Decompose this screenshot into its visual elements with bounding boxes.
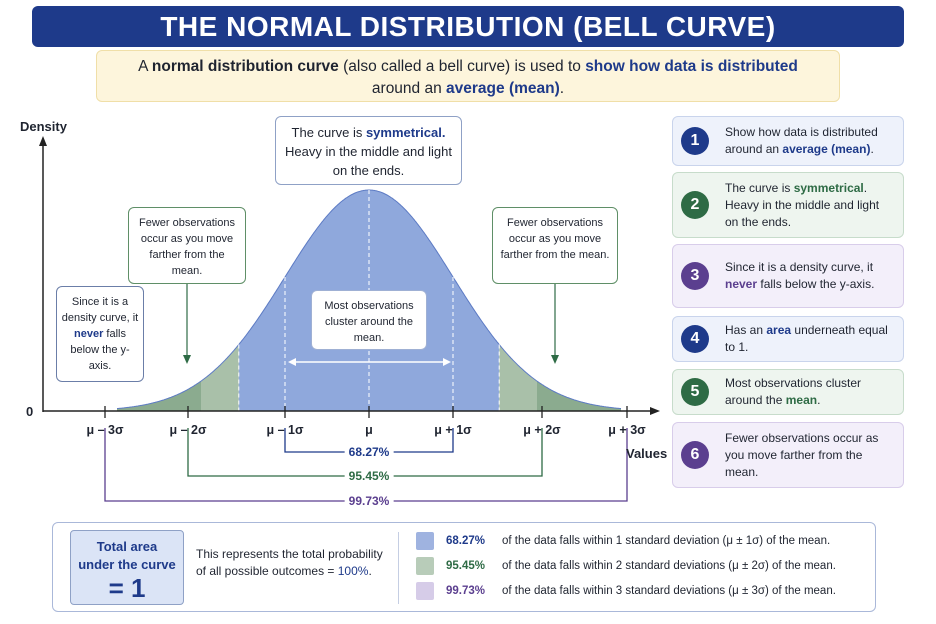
summary-divider xyxy=(398,532,399,604)
side-card-text: Fewer observations occur as you move far… xyxy=(725,430,879,479)
step-number: 6 xyxy=(681,441,709,469)
tick-label: μ + 3σ xyxy=(608,423,646,437)
center-arrow-right xyxy=(443,358,451,366)
tail-region-left xyxy=(117,381,201,411)
step-number: 1 xyxy=(681,127,709,155)
legend-text: of the data falls within 3 standard devi… xyxy=(502,585,836,597)
x-axis-arrow xyxy=(650,407,660,415)
sigma-dash-lines xyxy=(238,190,500,411)
mid-region-left xyxy=(201,344,239,411)
density-callout: Since it is a density curve, it never fa… xyxy=(56,286,144,382)
side-card-6: 6 Fewer observations occur as you move f… xyxy=(672,422,904,488)
total-description: This represents the total probability of… xyxy=(196,547,383,578)
step-number: 5 xyxy=(681,378,709,406)
total-line1: Total area xyxy=(96,539,158,554)
tick-label: μ – 2σ xyxy=(169,423,207,437)
origin-label: 0 xyxy=(26,404,34,419)
tick-label: μ – 3σ xyxy=(86,423,124,437)
subtitle-box: A normal distribution curve (also called… xyxy=(96,50,840,102)
step-number: 2 xyxy=(681,191,709,219)
side-card-4: 4 Has an area underneath equal to 1. xyxy=(672,316,904,362)
legend-swatch xyxy=(416,557,434,575)
side-card-5: 5 Most observations cluster around the m… xyxy=(672,369,904,415)
y-axis-label: Density xyxy=(20,119,67,134)
tick-label: μ – 1σ xyxy=(266,423,304,437)
y-axis-arrow xyxy=(39,136,47,146)
tail-region-right xyxy=(537,381,621,411)
center-arrow-left xyxy=(288,358,296,366)
step-number: 3 xyxy=(681,262,709,290)
left-fewer-callout: Fewer observations occur as you move far… xyxy=(128,207,246,284)
side-card-text: Has an area underneath equal to 1. xyxy=(725,323,888,354)
side-card-3: 3 Since it is a density curve, it never … xyxy=(672,244,904,308)
side-card-1: 1 Show how data is distributed around an… xyxy=(672,116,904,166)
legend-text: of the data falls within 1 standard devi… xyxy=(502,535,831,547)
page-title: THE NORMAL DISTRIBUTION (BELL CURVE) xyxy=(32,6,904,47)
left-pointer-head xyxy=(183,355,191,364)
side-card-text: Since it is a density curve, it never fa… xyxy=(725,260,875,291)
tick-label: μ + 1σ xyxy=(434,423,472,437)
side-card-2: 2 The curve is symmetrical. Heavy in the… xyxy=(672,172,904,238)
symmetry-callout: The curve is symmetrical. Heavy in the m… xyxy=(275,116,462,185)
total-line2: under the curve xyxy=(78,557,176,572)
summary-box xyxy=(52,522,876,612)
legend-row-99: 99.73% of the data falls within 3 standa… xyxy=(416,581,836,601)
total-area-box: Total area under the curve = 1 xyxy=(70,530,184,605)
range-68-label: 68.27% xyxy=(344,445,394,459)
range-99-label: 99.73% xyxy=(344,494,394,508)
right-pointer-head xyxy=(551,355,559,364)
legend-pct: 99.73% xyxy=(446,585,486,597)
legend-row-68: 68.27% of the data falls within 1 standa… xyxy=(416,531,830,551)
bracket-99 xyxy=(104,428,628,502)
legend-swatch xyxy=(416,582,434,600)
legend-row-95: 95.45% of the data falls within 2 standa… xyxy=(416,556,836,576)
tick-label: μ + 2σ xyxy=(523,423,561,437)
tick-label: μ xyxy=(365,423,373,437)
x-axis-label: Values xyxy=(626,446,668,461)
legend-pct: 95.45% xyxy=(446,560,486,572)
mid-region-right xyxy=(499,344,537,411)
x-ticks xyxy=(104,406,628,418)
side-card-text: Most observations cluster around the mea… xyxy=(725,376,862,407)
right-fewer-callout: Fewer observations occur as you move far… xyxy=(492,207,618,284)
legend-swatch xyxy=(416,532,434,550)
side-card-text: The curve is symmetrical. Heavy in the m… xyxy=(725,180,880,229)
step-number: 4 xyxy=(681,325,709,353)
side-card-text: Show how data is distributed around an a… xyxy=(725,125,878,156)
total-value: = 1 xyxy=(108,573,146,603)
range-brackets xyxy=(104,428,628,502)
range-95-label: 95.45% xyxy=(344,469,394,483)
legend-pct: 68.27% xyxy=(446,535,486,547)
legend-text: of the data falls within 2 standard devi… xyxy=(502,560,836,572)
center-callout: Most observations cluster around the mea… xyxy=(311,290,427,350)
